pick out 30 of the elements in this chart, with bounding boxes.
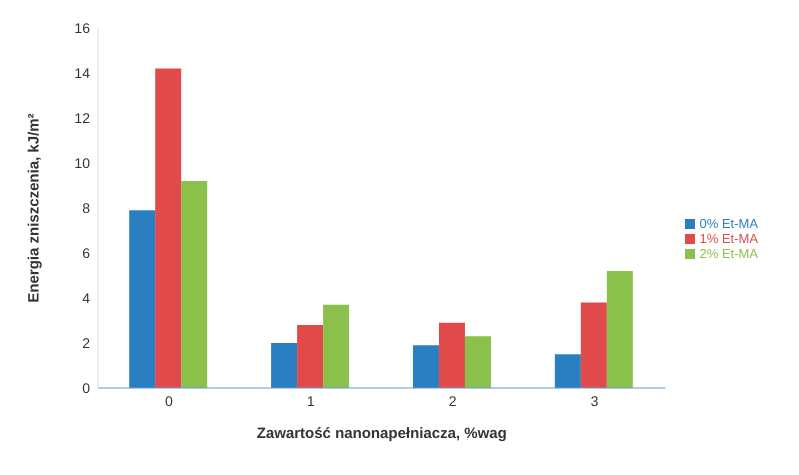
x-tick-label: 1 xyxy=(306,392,315,409)
y-tick-label: 2 xyxy=(82,334,90,351)
y-tick-label: 10 xyxy=(74,154,90,171)
bar xyxy=(438,322,465,388)
bar xyxy=(129,210,156,388)
legend-label: 1% Et-MA xyxy=(699,230,758,246)
bar xyxy=(464,336,491,388)
bar xyxy=(297,325,324,388)
bar xyxy=(155,68,182,388)
bar xyxy=(606,271,633,388)
y-tick-label: 12 xyxy=(74,110,90,126)
y-tick-label: 6 xyxy=(82,244,90,261)
x-tick-label: 3 xyxy=(590,392,599,409)
bar xyxy=(271,343,298,388)
bar xyxy=(554,354,581,388)
y-tick-label: 16 xyxy=(74,20,90,36)
legend-label: 0% Et-MA xyxy=(699,216,758,230)
bar xyxy=(181,181,208,388)
y-tick-label: 0 xyxy=(82,380,90,396)
bar xyxy=(412,345,439,388)
x-tick-label: 0 xyxy=(165,392,174,409)
bar xyxy=(323,304,350,388)
y-tick-label: 14 xyxy=(74,64,90,81)
y-tick-label: 4 xyxy=(82,290,90,306)
bar xyxy=(580,302,607,388)
x-axis-title: Zawartość nanonapełniacza, %wag xyxy=(256,425,507,442)
y-tick-label: 8 xyxy=(82,200,90,216)
y-axis-title: Energia zniszczenia, kJ/m² xyxy=(25,113,42,303)
x-tick-label: 2 xyxy=(448,392,457,409)
legend-label: 2% Et-MA xyxy=(699,246,758,260)
